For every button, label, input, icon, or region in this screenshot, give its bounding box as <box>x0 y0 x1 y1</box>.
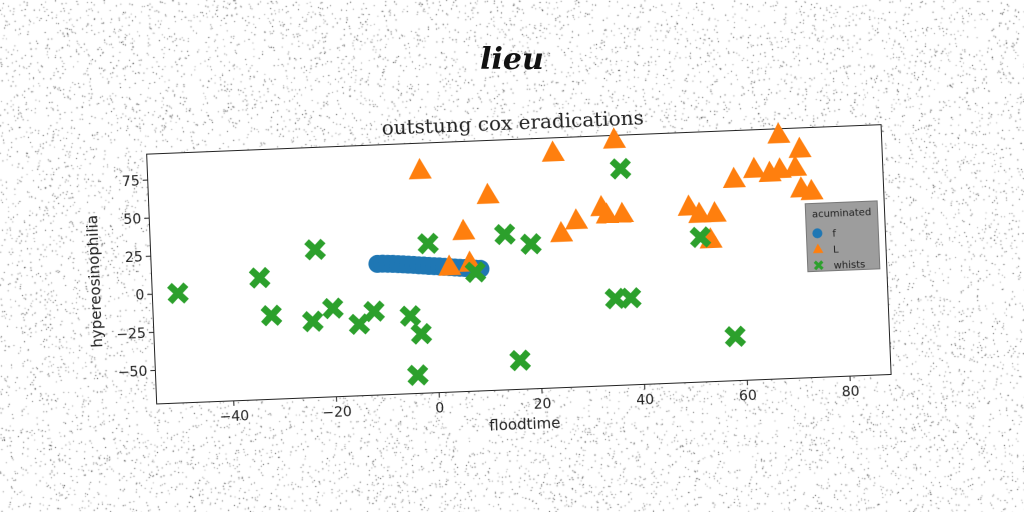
data-point-L <box>722 166 746 189</box>
data-point-L <box>800 178 824 201</box>
legend-marker-L <box>812 243 824 254</box>
y-tick-label: 75 <box>122 173 140 190</box>
data-point-L <box>476 182 500 205</box>
x-tick-label: 0 <box>435 400 445 416</box>
figure-suptitle: lieu <box>480 42 544 77</box>
data-point-whists <box>301 310 324 333</box>
data-point-whists <box>260 304 283 327</box>
legend-title: acuminated <box>812 207 872 220</box>
data-point-whists <box>509 349 532 372</box>
data-point-L <box>541 140 565 162</box>
data-point-L <box>408 158 432 180</box>
data-point-L <box>595 202 619 224</box>
y-axis-label: hypereosinophilia <box>83 215 106 348</box>
data-point-whists <box>410 322 433 345</box>
chart-title: outstung cox eradications <box>381 105 644 140</box>
y-axis-ticks: −50 −25 0 25 50 75 <box>116 173 156 381</box>
data-point-L <box>688 201 712 224</box>
data-point-L <box>565 208 589 230</box>
data-point-whists <box>167 282 189 305</box>
y-tick-label: −25 <box>116 326 146 343</box>
legend-box <box>804 200 881 273</box>
axes-frame <box>146 124 892 405</box>
data-point-whists <box>464 261 487 284</box>
x-tick-label: 60 <box>739 388 757 405</box>
data-point-L <box>602 127 627 149</box>
x-tick-label: −40 <box>219 408 249 425</box>
data-point-whists <box>689 226 712 249</box>
legend-label-L: L <box>833 244 839 255</box>
data-point-L <box>767 122 791 144</box>
data-point-whists <box>406 364 429 387</box>
y-tick-label: 50 <box>123 211 141 228</box>
data-point-L <box>743 156 767 179</box>
data-point-whists <box>304 238 326 261</box>
legend-label-f: f <box>832 229 836 240</box>
data-point-whists <box>363 300 386 323</box>
data-point-L <box>784 155 808 177</box>
data-point-whists <box>348 313 371 336</box>
data-point-whists <box>520 233 542 255</box>
x-tick-label: −20 <box>322 404 352 421</box>
legend-marker-whists <box>813 260 824 271</box>
y-tick-label: −50 <box>118 364 148 381</box>
legend-marker-f <box>812 228 823 239</box>
data-point-whists <box>493 223 516 246</box>
series-whists <box>167 157 747 387</box>
chart-figure: −40 −20 0 20 40 60 80 −50 −25 0 25 50 75 outstung c… <box>75 83 929 476</box>
x-tick-label: 20 <box>533 396 551 413</box>
data-point-L <box>788 136 812 158</box>
data-point-L <box>611 201 635 224</box>
data-point-whists <box>619 287 642 309</box>
data-point-whists <box>417 232 439 255</box>
data-point-whists <box>322 297 344 320</box>
x-axis-ticks: −40 −20 0 20 40 60 80 <box>219 376 860 425</box>
data-marks <box>167 122 824 387</box>
data-point-L <box>703 201 727 223</box>
data-point-L <box>550 220 574 243</box>
data-point-whists <box>724 325 747 348</box>
x-tick-label: 80 <box>841 384 859 401</box>
data-point-whists <box>609 157 632 180</box>
x-tick-label: 40 <box>636 392 654 409</box>
data-point-L <box>452 218 476 241</box>
legend-label-whists: whists <box>833 259 865 271</box>
data-point-L <box>438 254 462 276</box>
y-tick-label: 0 <box>135 288 145 304</box>
data-point-whists <box>399 305 422 327</box>
scatter-plot: −40 −20 0 20 40 60 80 −50 −25 0 25 50 75 outstung c… <box>83 105 892 435</box>
x-axis-label: floodtime <box>489 414 561 435</box>
data-point-whists <box>248 266 271 289</box>
y-tick-label: 25 <box>125 250 143 267</box>
